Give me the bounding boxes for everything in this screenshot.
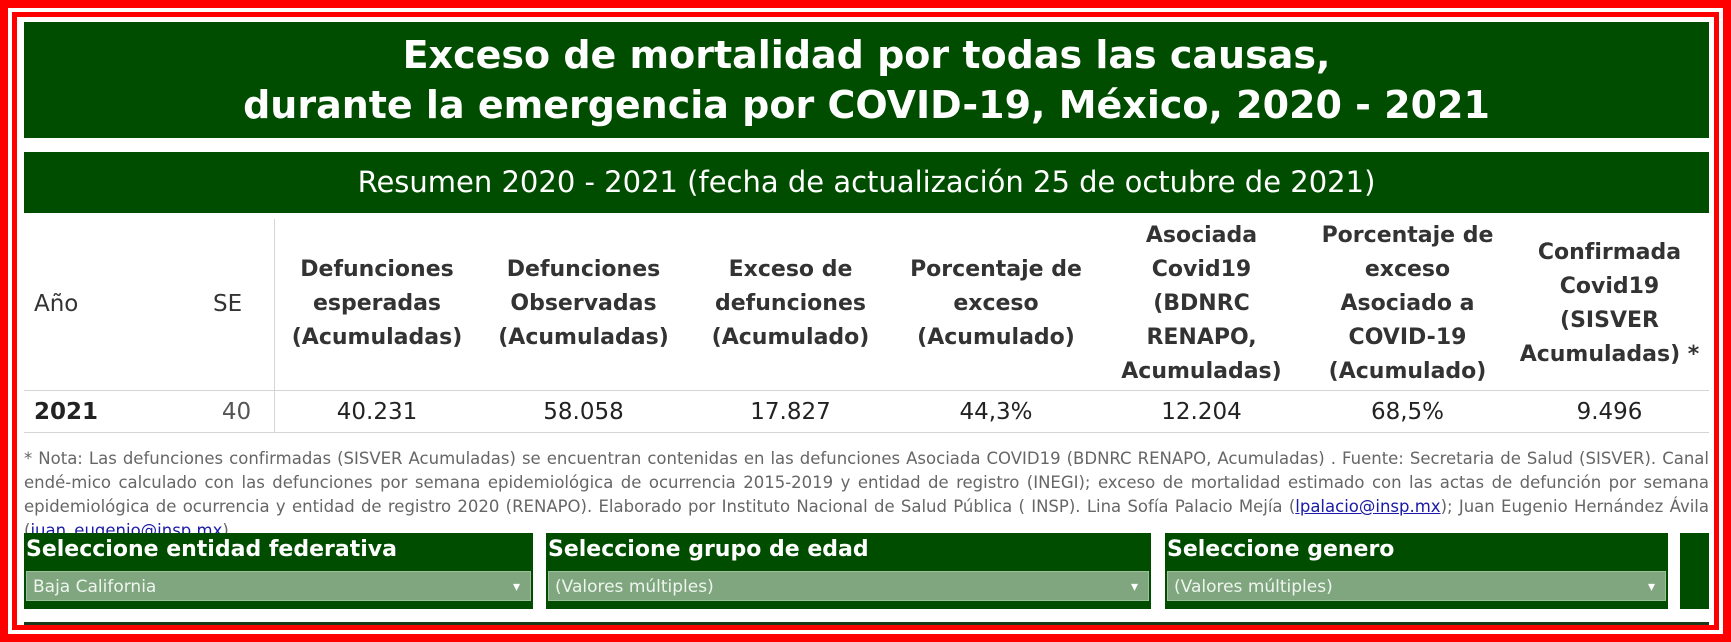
divider <box>24 390 1709 391</box>
column-header: Defunciones Observadas (Acumuladas) <box>498 257 669 350</box>
column-header: Porcentaje de exceso (Acumulado) <box>910 257 1082 350</box>
table-cell: 68,5% <box>1370 399 1445 425</box>
table-cell: 40 <box>221 399 252 425</box>
divider <box>24 432 1709 433</box>
note: * Nota: Las defunciones confirmadas (SIS… <box>24 447 1709 543</box>
subtitle: Resumen 2020 - 2021 (fecha de actualizac… <box>24 152 1709 213</box>
column-header: Exceso de defunciones (Acumulado) <box>711 257 870 350</box>
filter-panel: Seleccione genero (Valores múltiples) <box>1165 533 1668 609</box>
table-cell: 40.231 <box>336 399 418 425</box>
title-line: Exceso de mortalidad por todas las causa… <box>402 33 1331 77</box>
divider <box>274 219 275 432</box>
bottom-rule <box>24 622 1709 625</box>
email-link[interactable]: lpalacio@insp.mx <box>1295 497 1441 516</box>
column-header: Defunciones esperadas (Acumuladas) <box>291 257 463 350</box>
filter-dropdown[interactable]: (Valores múltiples) <box>1167 571 1666 602</box>
filter-panel: Seleccione entidad federativa Baja Califo… <box>24 533 533 609</box>
note-text: * Nota: Las defunciones confirmadas (SIS… <box>24 449 1709 516</box>
filter-dropdown[interactable]: Baja California <box>26 571 531 602</box>
table-cell: 44,3% <box>959 399 1033 425</box>
column-header: Año <box>34 291 79 317</box>
filter-panel: Seleccione grupo de edad (Valores múltipl… <box>546 533 1151 609</box>
filter-label: Seleccione genero <box>1167 537 1395 562</box>
filter-label: Seleccione entidad federativa <box>26 537 397 562</box>
filter-label: Seleccione grupo de edad <box>548 537 869 562</box>
table-cell: 58.058 <box>543 399 624 425</box>
filter-dropdown[interactable]: (Valores múltiples) <box>548 571 1149 602</box>
table-cell: 17.827 <box>750 399 831 425</box>
table-cell: 12.204 <box>1161 399 1242 425</box>
title-line: durante la emergencia por COVID-19, Méxi… <box>243 83 1490 127</box>
column-header: SE <box>213 291 243 317</box>
table-cell: 9.496 <box>1576 399 1643 425</box>
note-text: ); Juan Eugenio Hernández Ávila ( <box>24 497 1709 540</box>
column-header: Porcentaje de exceso Asociado a COVID-19… <box>1321 223 1494 384</box>
note-text: ). <box>222 521 235 540</box>
column-header: Asociada Covid19 (BDNRC RENAPO, Acumulad… <box>1121 223 1282 384</box>
table-cell: 2021 <box>34 399 99 425</box>
filter-panel <box>1680 533 1709 609</box>
column-header: Confirmada Covid19 (SISVER Acumuladas) * <box>1519 240 1700 367</box>
title-banner: Exceso de mortalidad por todas las causa… <box>24 22 1709 138</box>
